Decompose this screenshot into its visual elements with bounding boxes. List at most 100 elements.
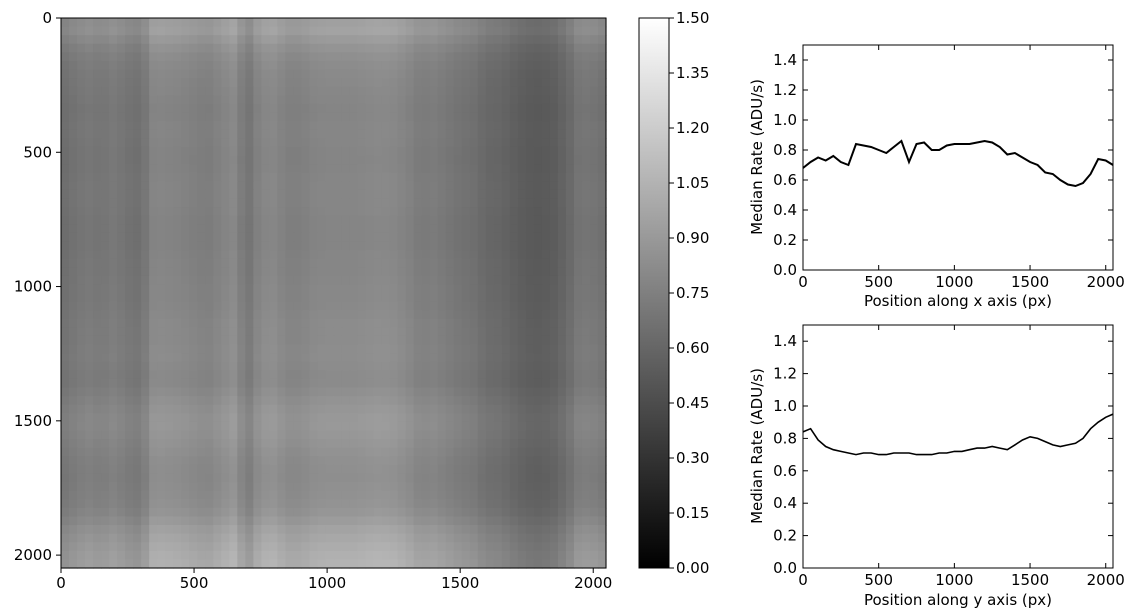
image-pixel — [333, 112, 343, 122]
image-pixel — [325, 267, 335, 277]
image-pixel — [245, 447, 254, 457]
image-pixel — [245, 335, 254, 346]
image-pixel — [557, 215, 567, 225]
image-pixel — [357, 129, 367, 139]
image-pixel — [165, 353, 174, 363]
image-pixel — [453, 378, 463, 389]
image-pixel — [581, 172, 591, 182]
image-pixel — [501, 344, 511, 354]
image-pixel — [301, 69, 311, 79]
image-pixel — [565, 490, 575, 500]
image-pixel — [301, 464, 311, 475]
image-pixel — [85, 533, 94, 543]
image-pixel — [517, 224, 527, 234]
image-pixel — [133, 464, 142, 475]
image-pixel — [389, 413, 399, 423]
image-pixel — [461, 129, 471, 139]
image-pixel — [77, 18, 86, 28]
image-pixel — [229, 86, 238, 96]
image-pixel — [445, 542, 455, 552]
image-pixel — [109, 533, 118, 543]
image-pixel — [469, 284, 479, 294]
image-pixel — [93, 310, 102, 320]
image-pixel — [149, 318, 158, 328]
image-pixel — [69, 241, 78, 251]
image-pixel — [213, 327, 222, 337]
image-pixel — [101, 155, 110, 165]
image-pixel — [493, 181, 503, 191]
image-pixel — [165, 35, 174, 45]
image-pixel — [469, 129, 479, 139]
image-pixel — [325, 207, 335, 217]
image-pixel — [93, 396, 102, 406]
image-pixel — [229, 413, 238, 423]
image-pixel — [237, 361, 246, 371]
image-pixel — [381, 189, 391, 200]
x-profile-frame — [802, 44, 1114, 271]
image-pixel — [293, 267, 303, 277]
image-pixel — [261, 78, 270, 88]
image-pixel — [581, 95, 591, 105]
image-pixel — [109, 525, 118, 535]
image-pixel — [357, 396, 367, 406]
image-pixel — [501, 293, 511, 303]
image-pixel — [165, 310, 174, 320]
image-pixel — [509, 473, 519, 483]
image-pixel — [277, 499, 287, 509]
image-pixel — [93, 267, 102, 277]
image-pixel — [437, 78, 447, 88]
image-pixel — [437, 224, 447, 234]
image-pixel — [285, 164, 295, 174]
image-pixel — [277, 112, 287, 122]
image-pixel — [157, 482, 166, 492]
image-pixel — [413, 189, 423, 200]
image-pixel — [229, 293, 238, 303]
image-pixel — [493, 198, 503, 208]
image-pixel — [253, 69, 262, 79]
image-pixel — [453, 121, 463, 131]
image-pixel — [493, 267, 503, 277]
image-pixel — [413, 18, 423, 28]
image-pixel — [285, 439, 295, 449]
image-pixel — [101, 318, 110, 328]
image-pixel — [77, 60, 86, 71]
image-pixel — [413, 421, 423, 432]
image-pixel — [213, 550, 222, 560]
image-pixel — [93, 525, 102, 535]
image-pixel — [157, 181, 166, 191]
image-pixel — [109, 78, 118, 88]
image-pixel — [349, 129, 359, 139]
image-pixel — [69, 275, 78, 285]
image-pixel — [589, 95, 599, 105]
image-pixel — [317, 224, 327, 234]
image-pixel — [365, 353, 375, 363]
image-pixel — [565, 155, 575, 165]
image-pixel — [285, 26, 295, 36]
image-pixel — [405, 421, 415, 432]
image-pixel — [453, 232, 463, 243]
image-pixel — [509, 189, 519, 200]
image-pixel — [333, 473, 343, 483]
image-pixel — [565, 370, 575, 380]
image-pixel — [357, 318, 367, 328]
image-pixel — [517, 335, 527, 346]
image-pixel — [261, 387, 270, 397]
image-pixel — [181, 473, 190, 483]
image-pixel — [213, 293, 222, 303]
image-pixel — [309, 215, 319, 225]
image-pixel — [325, 421, 335, 432]
image-pixel — [525, 516, 535, 526]
image-pixel — [285, 559, 295, 569]
image-pixel — [469, 404, 479, 414]
image-pixel — [437, 430, 447, 440]
image-pixel — [133, 413, 142, 423]
image-pixel — [389, 421, 399, 432]
image-pixel — [429, 533, 439, 543]
image-pixel — [229, 241, 238, 251]
image-pixel — [589, 370, 599, 380]
image-pixel — [437, 275, 447, 285]
image-pixel — [325, 456, 335, 466]
image-pixel — [165, 215, 174, 225]
image-pixel — [533, 198, 543, 208]
image-pixel — [205, 69, 214, 79]
